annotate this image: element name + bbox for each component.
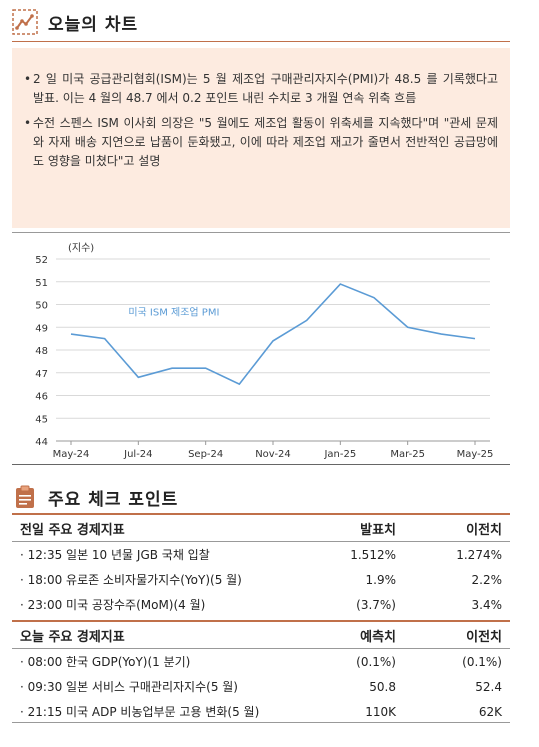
indicator-label: · 18:00 유로존 소비자물가지수(YoY)(5 월) bbox=[20, 573, 242, 587]
x-tick-label: Mar-25 bbox=[390, 449, 425, 460]
prior-value: (0.1%) bbox=[462, 654, 502, 669]
actual-value: 1.512% bbox=[350, 547, 396, 562]
prior-value: 52.4 bbox=[475, 679, 502, 694]
divider bbox=[12, 232, 510, 233]
indicator-label: · 21:15 미국 ADP 비농업부문 고용 변화(5 월) bbox=[20, 705, 260, 719]
divider bbox=[12, 464, 510, 465]
y-tick-label: 51 bbox=[35, 278, 48, 289]
table-row: · 12:35 일본 10 년물 JGB 국채 입찰 1.512% 1.274% bbox=[12, 542, 510, 568]
table-row: · 23:00 미국 공장수주(MoM)(4 월) (3.7%) 3.4% bbox=[12, 592, 510, 617]
table-header: 전일 주요 경제지표 bbox=[20, 522, 125, 538]
chart-icon bbox=[12, 9, 38, 35]
forecast-value: 50.8 bbox=[369, 679, 396, 694]
x-tick-label: Nov-24 bbox=[255, 449, 291, 460]
y-axis-label: (지수) bbox=[68, 242, 94, 254]
section-title: 주요 체크 포인트 bbox=[48, 489, 179, 510]
today-indicators-table: 오늘 주요 경제지표 예측치 이전치 · 08:00 한국 GDP(YoY)(1… bbox=[12, 620, 510, 724]
y-tick-label: 49 bbox=[35, 323, 48, 334]
clipboard-icon bbox=[16, 485, 34, 508]
chart-canvas: 44 45 46 47 48 49 50 51 52 (지수) May-24 Jul-24 Sep-24… bbox=[35, 242, 494, 460]
check-section-header: 주요 체크 포인트 bbox=[12, 484, 178, 510]
actual-value: (3.7%) bbox=[356, 597, 396, 612]
forecast-value: (0.1%) bbox=[356, 654, 396, 669]
table-row: · 18:00 유로존 소비자물가지수(YoY)(5 월) 1.9% 2.2% bbox=[12, 567, 510, 592]
divider bbox=[12, 722, 510, 723]
divider bbox=[12, 41, 510, 42]
y-tick-label: 44 bbox=[35, 437, 48, 448]
pmi-chart: 44 45 46 47 48 49 50 51 52 (지수) May-24 Jul-24 Sep-24… bbox=[12, 232, 510, 464]
section-title: 오늘의 차트 bbox=[48, 14, 139, 35]
series-label: 미국 ISM 제조업 PMI bbox=[128, 305, 219, 318]
table-header-row: 오늘 주요 경제지표 예측치 이전치 bbox=[12, 621, 510, 649]
indicator-label: · 12:35 일본 10 년물 JGB 국채 입찰 bbox=[20, 548, 210, 562]
actual-value: 1.9% bbox=[365, 572, 397, 587]
y-tick-label: 45 bbox=[35, 414, 48, 425]
prior-value: 62K bbox=[478, 704, 502, 719]
prior-value: 3.4% bbox=[471, 597, 503, 612]
indicator-label: · 23:00 미국 공장수주(MoM)(4 월) bbox=[20, 598, 206, 612]
table-header: 이전치 bbox=[466, 522, 502, 538]
table-header-row: 전일 주요 경제지표 발표치 이전치 bbox=[12, 515, 510, 542]
table-row: · 08:00 한국 GDP(YoY)(1 분기) (0.1%) (0.1%) bbox=[12, 649, 510, 675]
chart-section-header: 오늘의 차트 bbox=[12, 9, 138, 35]
x-tick-label: Sep-24 bbox=[188, 449, 223, 460]
series-line bbox=[70, 283, 476, 386]
summary-box: 2 일 미국 공급관리협회(ISM)는 5 월 제조업 구매관리자지수(PMI)… bbox=[12, 48, 510, 228]
x-tick-label: Jan-25 bbox=[323, 449, 356, 460]
prior-value: 1.274% bbox=[456, 547, 502, 562]
indicator-label: · 08:00 한국 GDP(YoY)(1 분기) bbox=[20, 655, 191, 669]
y-tick-label: 48 bbox=[35, 346, 48, 357]
table-row: · 09:30 일본 서비스 구매관리자지수(5 월) 50.8 52.4 bbox=[12, 674, 510, 699]
summary-bullet: 2 일 미국 공급관리협회(ISM)는 5 월 제조업 구매관리자지수(PMI)… bbox=[24, 70, 498, 108]
divider bbox=[12, 513, 510, 515]
y-tick-label: 52 bbox=[35, 255, 48, 266]
table-header: 예측치 bbox=[360, 629, 396, 645]
x-tick-label: May-25 bbox=[457, 449, 494, 460]
summary-list: 2 일 미국 공급관리협회(ISM)는 5 월 제조업 구매관리자지수(PMI)… bbox=[12, 48, 510, 171]
y-tick-label: 46 bbox=[35, 392, 48, 403]
table-row: · 21:15 미국 ADP 비농업부문 고용 변화(5 월) 110K 62K bbox=[12, 699, 510, 724]
y-tick-label: 47 bbox=[35, 369, 48, 380]
table-header: 발표치 bbox=[360, 522, 396, 538]
y-tick-label: 50 bbox=[35, 301, 48, 312]
x-tick-label: May-24 bbox=[53, 449, 90, 460]
indicator-label: · 09:30 일본 서비스 구매관리자지수(5 월) bbox=[20, 680, 238, 694]
x-tick-label: Jul-24 bbox=[123, 449, 152, 460]
prior-value: 2.2% bbox=[471, 572, 503, 587]
table-header: 이전치 bbox=[466, 629, 502, 645]
forecast-value: 110K bbox=[365, 704, 396, 719]
prev-indicators-table: 전일 주요 경제지표 발표치 이전치 · 12:35 일본 10 년물 JGB … bbox=[12, 515, 510, 617]
summary-bullet: 수전 스펜스 ISM 이사회 의장은 "5 월에도 제조업 활동이 위축세를 지… bbox=[24, 114, 498, 171]
table-header: 오늘 주요 경제지표 bbox=[20, 629, 125, 645]
